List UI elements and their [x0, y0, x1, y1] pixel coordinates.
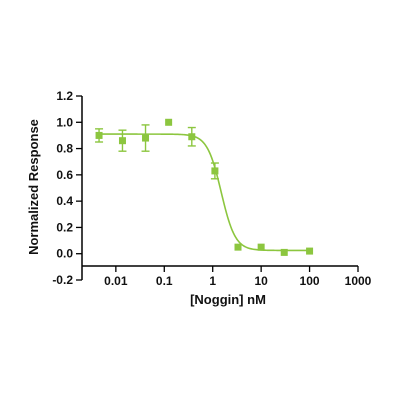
x-tick-label: 1: [209, 274, 216, 288]
data-point: [234, 243, 242, 251]
x-tick-label: 10: [254, 274, 268, 288]
data-point: [118, 137, 126, 145]
x-axis: 0.01 0.1 1 10 100 1000: [82, 265, 372, 288]
data-point: [142, 134, 150, 142]
y-tick-label: 0.2: [56, 220, 73, 234]
x-tick-label: 0.01: [104, 274, 128, 288]
data-point: [257, 243, 265, 251]
data-point: [306, 247, 314, 255]
y-axis-title: Normalized Response: [26, 119, 41, 255]
y-tick-label: 0.4: [56, 194, 73, 208]
x-tick-label: 0.1: [156, 274, 173, 288]
data-point: [280, 248, 288, 256]
data-point: [165, 118, 173, 126]
data-point: [188, 133, 196, 141]
y-tick-label: -0.2: [52, 273, 73, 287]
y-axis: -0.2 0.0 0.2 0.4 0.6 0.8 1.0 1.2: [52, 89, 83, 287]
data-points-layer: [95, 118, 314, 256]
y-tick-label: 0.0: [56, 247, 73, 261]
fit-curve: [99, 133, 310, 252]
fit-curve-layer: [99, 133, 310, 252]
x-tick-label: 1000: [345, 274, 372, 288]
x-tick-label: 100: [300, 274, 320, 288]
y-tick-label: 1.2: [56, 89, 73, 103]
data-point: [95, 131, 103, 139]
y-tick-label: 1.0: [56, 115, 73, 129]
y-tick-label: 0.6: [56, 168, 73, 182]
y-tick-label: 0.8: [56, 142, 73, 156]
x-axis-title: [Noggin] nM: [190, 292, 266, 307]
data-point: [211, 167, 219, 175]
